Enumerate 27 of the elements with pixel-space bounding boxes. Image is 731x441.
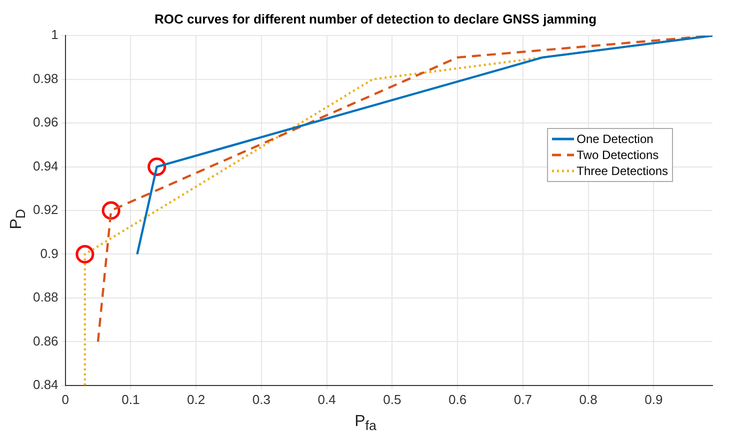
legend-label: Three Detections <box>576 163 668 179</box>
point <box>76 244 94 264</box>
x-tick-label: 0.8 <box>579 392 598 407</box>
y-tick-label: 0.98 <box>32 70 58 86</box>
x-tick-label: 0 <box>62 392 69 407</box>
y-tick-label: 0.96 <box>32 114 58 130</box>
y-tick-label: 0.84 <box>32 376 58 392</box>
legend-label: Two Detections <box>576 147 659 163</box>
x-tick-label: 0.3 <box>252 392 270 407</box>
y-tick-label: 0.86 <box>32 333 58 348</box>
y-tick-label: 0.94 <box>32 158 58 174</box>
x-tick-label: 0.1 <box>122 392 140 407</box>
y-tick-label: 0.88 <box>32 290 58 305</box>
y-tick-label: 0.92 <box>32 202 58 218</box>
point <box>148 158 166 176</box>
x-tick-label: 0.5 <box>383 392 402 407</box>
y-tick-label: 1 <box>51 27 58 42</box>
x-tick-label: 0.9 <box>644 392 663 407</box>
x-tick-label: 0.7 <box>514 392 532 407</box>
x-tick-label: 0.6 <box>448 392 467 407</box>
chart-title: ROC curves for different number of detection to declare GNSS jamming <box>154 11 597 26</box>
x-axis-title: P$_{fa}$ <box>354 412 378 433</box>
x-tick-label: 0.2 <box>187 392 206 407</box>
y-tick-label: 0.9 <box>40 246 58 261</box>
legend-label: One Detection <box>576 131 654 147</box>
x-tick-label: 0.4 <box>318 392 336 407</box>
point <box>102 201 120 220</box>
